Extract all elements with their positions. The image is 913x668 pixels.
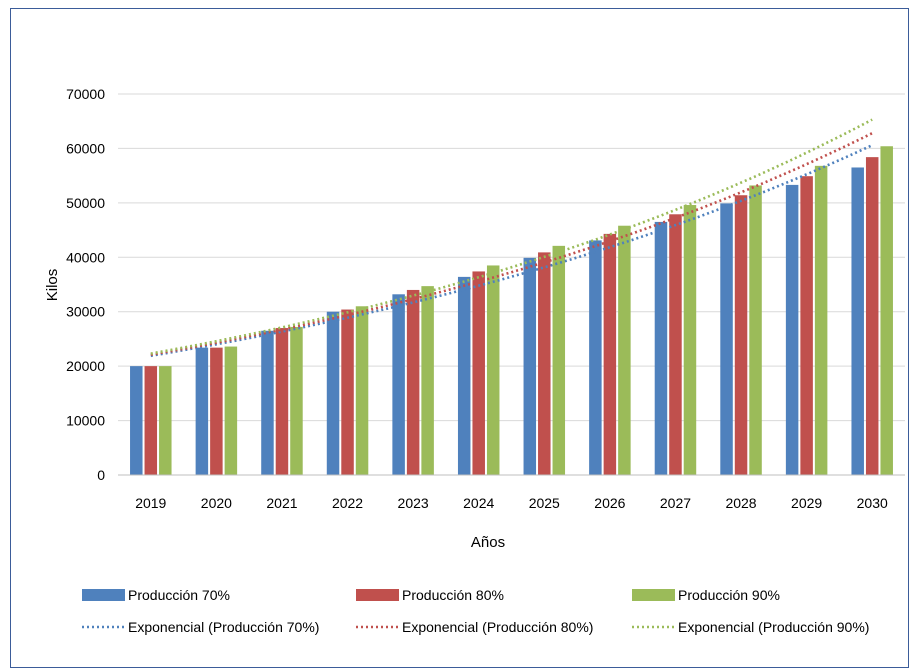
bar-producci-n-70--2029 (785, 184, 799, 475)
legend: Producción 70% Producción 80% Producción 9… (82, 587, 869, 635)
bar-producci-n-80--2029 (800, 176, 813, 476)
legend-trend-label: Exponencial (Producción 70%) (128, 619, 319, 635)
y-tick-label: 60000 (66, 140, 105, 156)
y-tick-label: 70000 (66, 86, 105, 102)
bar-producci-n-70--2024 (457, 276, 471, 475)
y-tick-label: 50000 (66, 195, 105, 211)
x-tick-label: 2029 (791, 495, 822, 511)
legend-label: Producción 90% (678, 587, 780, 603)
bar-producci-n-80--2019 (144, 366, 158, 475)
bar-producci-n-70--2022 (326, 311, 340, 475)
bar-producci-n-80--2026 (603, 233, 617, 475)
bar-producci-n-70--2023 (392, 294, 405, 475)
bar-producci-n-80--2022 (341, 309, 354, 475)
bar-producci-n-80--2021 (275, 328, 289, 475)
y-axis-title: Kilos (44, 269, 61, 302)
bar-producci-n-70--2021 (261, 330, 274, 475)
x-tick-label: 2021 (266, 495, 297, 511)
bar-producci-n-70--2027 (654, 221, 668, 475)
bar-producci-n-70--2030 (851, 167, 864, 475)
bar-producci-n-90--2029 (814, 165, 828, 476)
legend-trend-label: Exponencial (Producción 80%) (402, 619, 593, 635)
trendline-2 (150, 132, 873, 356)
trendline-3 (150, 118, 873, 355)
x-tick-label: 2023 (398, 495, 429, 511)
bar-producci-n-90--2020 (224, 346, 238, 475)
x-tick-label: 2030 (857, 495, 888, 511)
bar-producci-n-70--2020 (195, 347, 209, 475)
bar-producci-n-80--2028 (734, 195, 748, 476)
x-tick-label: 2020 (201, 495, 232, 511)
bar-chart: 0 10000 20000 30000 40000 50000 60000 70000 201… (44, 86, 905, 635)
bar-producci-n-80--2023 (406, 289, 420, 475)
x-axis-ticks: 2019 2020 2021 2022 2023 2024 2025 2026 2027 2028… (135, 495, 888, 511)
legend-swatch (356, 589, 399, 601)
x-tick-label: 2028 (725, 495, 756, 511)
bars (130, 146, 893, 476)
bar-producci-n-70--2028 (720, 203, 733, 475)
x-tick-label: 2025 (529, 495, 560, 511)
y-tick-label: 30000 (66, 304, 105, 320)
y-axis-ticks: 0 10000 20000 30000 40000 50000 60000 70000 (66, 86, 105, 483)
y-tick-label: 0 (97, 467, 105, 483)
bar-producci-n-90--2022 (355, 306, 369, 475)
bar-producci-n-90--2026 (618, 225, 631, 475)
bar-producci-n-90--2028 (749, 185, 762, 475)
x-tick-label: 2019 (135, 495, 166, 511)
legend-label: Producción 80% (402, 587, 504, 603)
legend-label: Producción 70% (128, 587, 230, 603)
bar-producci-n-90--2023 (421, 286, 434, 475)
gridlines (118, 93, 905, 422)
bar-producci-n-80--2030 (865, 157, 879, 475)
x-tick-label: 2026 (594, 495, 625, 511)
bar-producci-n-90--2019 (159, 366, 172, 475)
bar-producci-n-90--2024 (486, 265, 500, 475)
legend-swatch (82, 589, 125, 601)
legend-swatch (632, 589, 675, 601)
bar-producci-n-80--2025 (538, 252, 551, 475)
bar-producci-n-90--2030 (880, 146, 893, 475)
y-tick-label: 40000 (66, 249, 105, 265)
bar-producci-n-90--2025 (552, 245, 566, 475)
legend-trend-label: Exponencial (Producción 90%) (678, 619, 869, 635)
bar-producci-n-80--2020 (210, 347, 223, 475)
x-tick-label: 2022 (332, 495, 363, 511)
y-tick-label: 20000 (66, 358, 105, 374)
x-tick-label: 2027 (660, 495, 691, 511)
bar-producci-n-80--2027 (669, 214, 682, 475)
bar-producci-n-90--2027 (683, 205, 697, 475)
x-tick-label: 2024 (463, 495, 494, 511)
bar-producci-n-70--2026 (589, 240, 602, 475)
x-axis-title: Años (471, 534, 505, 551)
trendline-1 (150, 144, 873, 358)
y-tick-label: 10000 (66, 413, 105, 429)
bar-producci-n-70--2025 (523, 257, 537, 475)
trendlines (150, 118, 873, 358)
bar-producci-n-70--2019 (130, 366, 143, 475)
bar-producci-n-90--2021 (290, 326, 303, 475)
bar-producci-n-80--2024 (472, 271, 485, 475)
